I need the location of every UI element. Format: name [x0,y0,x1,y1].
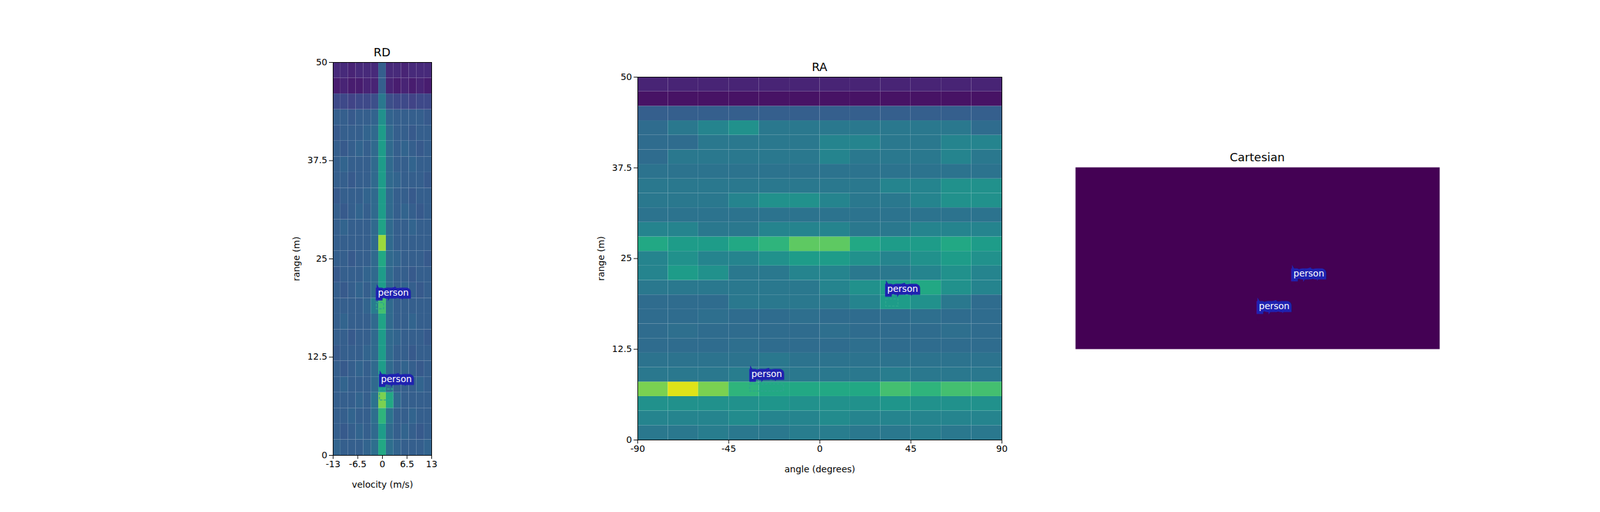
svg-text:50: 50 [620,71,633,82]
svg-text:-6.5: -6.5 [348,458,367,470]
svg-text:12.5: 12.5 [611,343,632,354]
svg-text:person: person [380,373,412,384]
svg-text:0: 0 [321,449,328,461]
svg-text:37.5: 37.5 [307,154,328,166]
svg-text:13: 13 [426,458,438,470]
svg-text:6.5: 6.5 [400,458,415,470]
svg-text:person: person [1293,268,1325,279]
svg-text:person: person [378,287,409,298]
html-text:Cartesian: Cartesian [1229,150,1285,164]
svg-text:person: person [1258,300,1290,312]
svg-text:25: 25 [620,252,633,264]
svg-text:range (m): range (m) [595,236,607,281]
svg-text:45: 45 [904,443,917,454]
svg-text:0: 0 [817,443,824,454]
svg-text:-45: -45 [721,443,736,454]
svg-text:range (m): range (m) [291,236,302,282]
svg-text:0: 0 [379,458,386,470]
svg-text:25: 25 [316,253,328,264]
html-text:RD: RD [373,45,391,59]
svg-text:12.5: 12.5 [307,351,328,362]
svg-text:0: 0 [626,434,632,445]
html-text:RA: RA [811,60,828,74]
svg-text:-13: -13 [325,458,341,470]
svg-text:velocity (m/s): velocity (m/s) [352,479,414,490]
svg-text:person: person [751,368,783,379]
svg-text:90: 90 [996,443,1008,454]
svg-text:50: 50 [316,56,328,68]
svg-text:angle (degrees): angle (degrees) [784,464,856,475]
svg-text:person: person [887,283,918,294]
svg-text:37.5: 37.5 [611,162,632,173]
svg-text:-90: -90 [630,443,646,454]
